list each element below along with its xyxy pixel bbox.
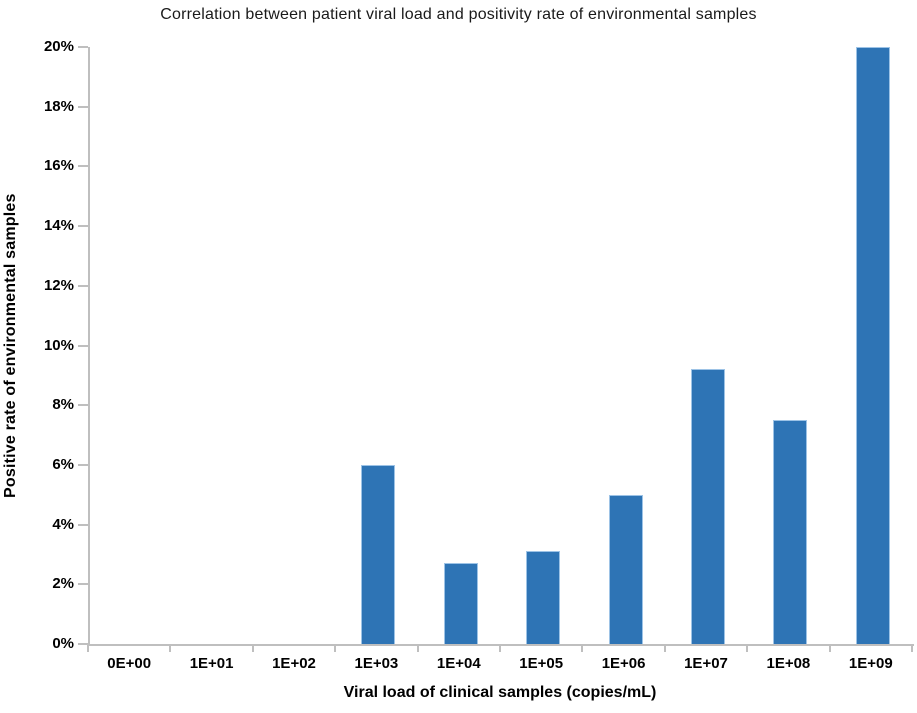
bars-container	[90, 47, 914, 644]
x-axis-tick-mark	[87, 645, 89, 652]
bar-1E+04	[443, 563, 478, 644]
x-tick-label: 1E+08	[766, 655, 811, 672]
x-axis-title: Viral load of clinical samples (copies/m…	[343, 684, 657, 701]
x-axis-tick-mark	[169, 645, 172, 652]
y-tick-label: 12%	[43, 276, 74, 294]
x-tick-label: 1E+07	[684, 655, 728, 672]
x-tick-label: 1E+03	[354, 655, 399, 672]
x-tick-label: 1E+04	[436, 655, 481, 672]
x-tick-label: 1E+02	[272, 655, 316, 672]
bar-1E+06	[608, 494, 643, 644]
y-axis-tick-mark	[78, 284, 88, 287]
x-axis-tick-mark	[663, 645, 666, 652]
bar-1E+05	[526, 551, 561, 644]
y-axis-tick-mark	[78, 165, 88, 168]
y-tick-label: 4%	[52, 515, 74, 533]
bar-1E+03	[361, 464, 396, 644]
y-tick-label: 0%	[52, 635, 74, 652]
x-axis-tick-mark	[581, 645, 584, 652]
bar-1E+09	[855, 47, 890, 644]
y-tick-label: 20%	[43, 38, 74, 55]
x-axis-tick-mark	[746, 645, 749, 652]
y-axis-tick-mark	[78, 225, 88, 228]
x-tick-label: 1E+05	[519, 655, 564, 672]
y-axis-tick-labels: 0% 2% 4% 6% 8% 10% 12% 14% 16% 18% 20%	[0, 38, 74, 652]
x-axis-tick-mark	[334, 645, 337, 652]
y-tick-label: 10%	[43, 336, 74, 354]
x-axis-tick-labels: 0E+00 1E+01 1E+02 1E+03 1E+04 1E+05 1E+06 1E+07…	[88, 655, 912, 675]
plot-area	[88, 47, 914, 646]
x-axis-tick-mark	[911, 645, 913, 652]
x-axis-tick-mark	[251, 645, 254, 652]
y-tick-label: 16%	[43, 157, 74, 175]
y-tick-label: 8%	[52, 396, 74, 414]
y-axis-tick-mark	[78, 643, 88, 645]
y-tick-label: 2%	[52, 575, 74, 593]
y-axis-tick-mark	[78, 46, 88, 48]
y-tick-label: 6%	[52, 455, 74, 473]
y-axis-tick-mark	[78, 523, 88, 526]
x-tick-label: 1E+06	[601, 655, 646, 672]
chart-title: Correlation between patient viral load a…	[160, 6, 757, 23]
y-axis-tick-mark	[78, 404, 88, 407]
x-tick-label: 1E+01	[189, 655, 234, 672]
x-axis-tick-mark	[499, 645, 501, 652]
x-axis-tick-mark	[828, 645, 831, 652]
y-tick-label: 14%	[43, 217, 74, 235]
bar-1E+08	[773, 420, 808, 644]
x-axis-tick-mark	[416, 645, 419, 652]
x-tick-label: 1E+09	[848, 655, 893, 672]
y-tick-label: 18%	[43, 97, 74, 115]
x-tick-label: 0E+00	[107, 655, 152, 672]
y-axis-tick-mark	[78, 583, 88, 586]
x-axis-ticks	[87, 645, 913, 653]
y-axis-tick-mark	[78, 344, 88, 347]
y-axis-ticks	[78, 46, 88, 645]
y-axis-tick-mark	[78, 463, 88, 466]
y-axis-tick-mark	[78, 105, 88, 108]
bar-1E+07	[691, 369, 725, 644]
